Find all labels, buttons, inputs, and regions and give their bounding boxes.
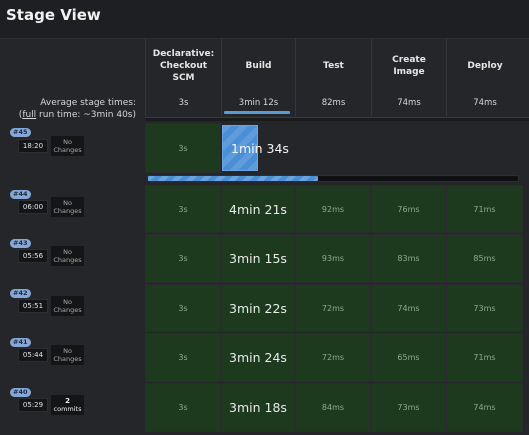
stage-header-label: Create Image	[392, 55, 426, 77]
stage-cell-time: 1min 34s	[231, 140, 289, 156]
build-number-badge[interactable]: #43	[10, 239, 31, 248]
stage-cell-build[interactable]: 3min 24s	[221, 333, 295, 382]
stage-cell-create-image[interactable]: 65ms	[371, 333, 446, 382]
build-progress-bar	[147, 175, 519, 182]
stage-cell-checkout[interactable]: 3s	[145, 123, 221, 173]
stage-cell-deploy[interactable]: 74ms	[446, 383, 523, 432]
header-separator	[145, 117, 529, 121]
stage-header-label: Build	[245, 61, 272, 71]
stage-cell-checkout[interactable]: 3s	[145, 383, 221, 432]
build-time: 05:51	[18, 299, 48, 313]
avg-time-build: 3min 12s	[221, 94, 295, 116]
average-stage-times-label: Average stage times: (full run time: ~3m…	[19, 97, 136, 121]
stage-cell-checkout[interactable]: 3s	[145, 284, 221, 332]
commit-count: 2	[65, 397, 70, 405]
build-number-badge[interactable]: #44	[10, 190, 31, 199]
full-run-prefix: (	[18, 110, 23, 120]
stage-cell-create-image[interactable]: 83ms	[371, 234, 446, 283]
stage-cell-create-image[interactable]: 76ms	[371, 185, 446, 233]
stage-cell-test[interactable]: 72ms	[295, 284, 371, 332]
stage-header-deploy: Deploy	[446, 38, 523, 94]
avg-time-checkout: 3s	[145, 94, 221, 116]
stage-cell-deploy[interactable]: 85ms	[446, 234, 523, 283]
stage-cell-create-image[interactable]: 74ms	[371, 284, 446, 332]
stage-cell-deploy[interactable]: 73ms	[446, 284, 523, 332]
build-time: 18:20	[18, 139, 48, 153]
stage-header-create-image: Create Image	[371, 38, 446, 94]
changes-box[interactable]: No Changes	[51, 345, 84, 365]
stage-header-build: Build	[221, 38, 295, 94]
stage-header-checkout: Declarative: Checkout SCM	[145, 38, 221, 94]
build-progress-fill	[148, 176, 319, 181]
avg-time-test: 82ms	[295, 94, 371, 116]
avg-time-create-image: 74ms	[371, 94, 446, 116]
changes-box[interactable]: No Changes	[51, 296, 84, 316]
build-time: 05:29	[18, 398, 48, 412]
stage-cell-build[interactable]: 4min 21s	[221, 185, 295, 233]
build-time: 06:00	[18, 200, 48, 214]
changes-box[interactable]: No Changes	[51, 197, 84, 217]
changes-box[interactable]: No Changes	[51, 246, 84, 266]
stage-cell-test[interactable]: 72ms	[295, 333, 371, 382]
build-number-badge[interactable]: #42	[10, 289, 31, 298]
stage-cell-test[interactable]: 93ms	[295, 234, 371, 283]
stage-cell-checkout[interactable]: 3s	[145, 234, 221, 283]
stage-cell-test[interactable]: 92ms	[295, 185, 371, 233]
stage-cell-deploy[interactable]: 71ms	[446, 185, 523, 233]
stage-cell-checkout[interactable]: 3s	[145, 333, 221, 382]
full-run-link[interactable]: full	[22, 110, 37, 120]
stage-cell-build[interactable]: 3min 15s	[221, 234, 295, 283]
build-number-badge[interactable]: #45	[10, 128, 31, 137]
stage-header-test: Test	[295, 38, 371, 94]
stage-header-label: Declarative: Checkout SCM	[152, 49, 215, 83]
commit-label: commits	[53, 405, 82, 413]
stage-cell-deploy[interactable]: 71ms	[446, 333, 523, 382]
avg-time-deploy: 74ms	[446, 94, 523, 116]
build-time: 05:56	[18, 249, 48, 263]
stage-cell-build[interactable]: 3min 18s	[221, 383, 295, 432]
stage-cell-build[interactable]: 3min 22s	[221, 284, 295, 332]
build-number-badge[interactable]: #41	[10, 338, 31, 347]
stage-header-label: Test	[323, 61, 344, 71]
stage-header-label: Deploy	[467, 61, 503, 71]
build-number-badge[interactable]: #40	[10, 388, 31, 397]
stage-cell-build-running[interactable]: 1min 34s	[222, 125, 289, 171]
full-run-time: run time: ~3min 40s)	[36, 110, 136, 120]
changes-box[interactable]: 2 commits	[51, 395, 84, 415]
avg-time-build-bar	[224, 111, 290, 114]
stage-cell-create-image[interactable]: 73ms	[371, 383, 446, 432]
changes-box[interactable]: No Changes	[51, 136, 84, 156]
stage-cell-checkout[interactable]: 3s	[145, 185, 221, 233]
page-title: Stage View	[6, 6, 101, 24]
build-time: 05:44	[18, 348, 48, 362]
average-label-text: Average stage times:	[40, 98, 136, 108]
stage-cell-test[interactable]: 84ms	[295, 383, 371, 432]
